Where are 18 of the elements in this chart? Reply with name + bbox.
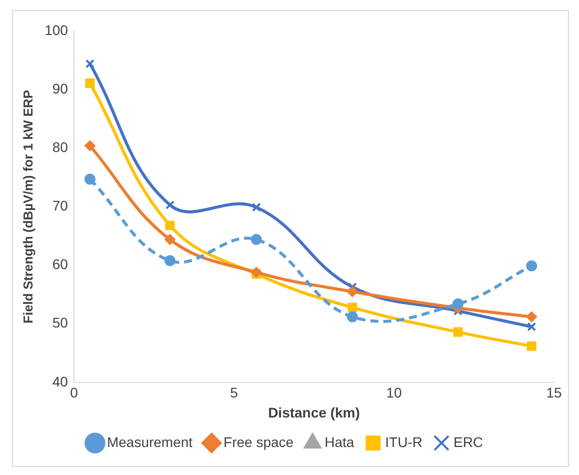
x-tick-label: 5 [230, 384, 238, 401]
legend-label: Measurement [106, 434, 193, 450]
x-tick-label: 0 [70, 384, 78, 401]
y-tick-label: 70 [52, 198, 68, 214]
y-tick-label: 100 [44, 22, 68, 38]
y-axis-title: Field Strength (dBµV/m) for 1 kW ERP [20, 90, 36, 324]
y-tick-label: 60 [52, 256, 68, 272]
y-tick-label: 50 [52, 314, 68, 331]
legend-label: ERC [453, 434, 484, 450]
x-axis-title: Distance (km) [268, 404, 360, 420]
legend-label: Hata [324, 434, 354, 450]
y-tick-label: 40 [52, 373, 68, 390]
y-tick-label: 90 [52, 80, 68, 96]
y-tick-label: 80 [52, 138, 68, 155]
x-tick-label: 15 [546, 384, 562, 401]
x-tick-label: 10 [386, 384, 402, 401]
legend-label: ITU-R [385, 434, 422, 450]
legend-label: Free space [224, 434, 294, 450]
